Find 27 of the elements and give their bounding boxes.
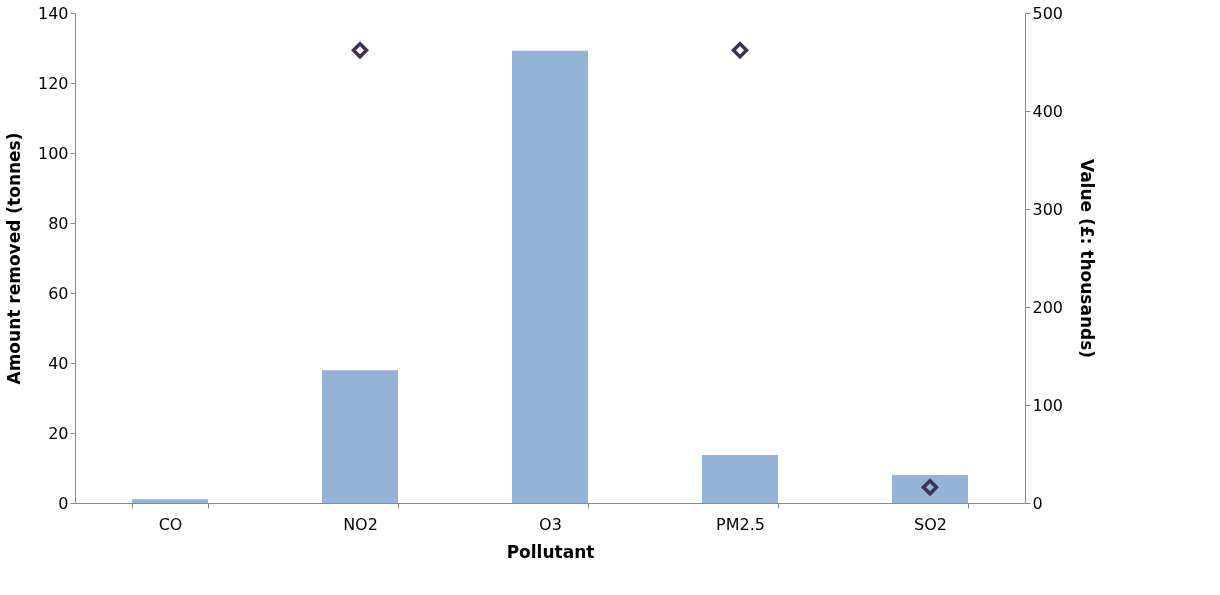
x-tick-label: NO2 xyxy=(343,514,378,534)
y2-axis-title: Value (£: thousands) xyxy=(1077,158,1098,359)
x-tick-label: PM2.5 xyxy=(716,514,765,534)
y-tick-label: 0 xyxy=(58,493,69,513)
y-tick-label: 100 xyxy=(37,143,69,163)
bar xyxy=(892,475,968,503)
bar xyxy=(322,370,398,503)
y-tick-label: 120 xyxy=(37,73,69,93)
x-tick-label: O3 xyxy=(539,514,562,534)
y2-tick-label: 200 xyxy=(1032,297,1064,317)
y-tick-label: 80 xyxy=(48,213,69,233)
x-tick-label: SO2 xyxy=(914,514,947,534)
bar xyxy=(132,499,208,503)
y2-tick-label: 400 xyxy=(1032,101,1064,121)
y-tick-label: 40 xyxy=(48,353,69,373)
y-axis-title: Amount removed (tonnes) xyxy=(3,132,24,385)
y2-tick-label: 300 xyxy=(1032,199,1064,219)
y-tick-label: 60 xyxy=(48,283,69,303)
y2-tick-label: 0 xyxy=(1032,493,1043,513)
y2-tick-label: 500 xyxy=(1032,3,1064,23)
bar xyxy=(702,455,778,503)
bar xyxy=(512,50,588,503)
x-tick-label: CO xyxy=(158,514,183,534)
y2-tick-label: 100 xyxy=(1032,395,1064,415)
y-tick-label: 140 xyxy=(37,3,69,23)
y-tick-label: 20 xyxy=(48,423,69,443)
x-axis-title: Pollutant xyxy=(506,541,595,562)
